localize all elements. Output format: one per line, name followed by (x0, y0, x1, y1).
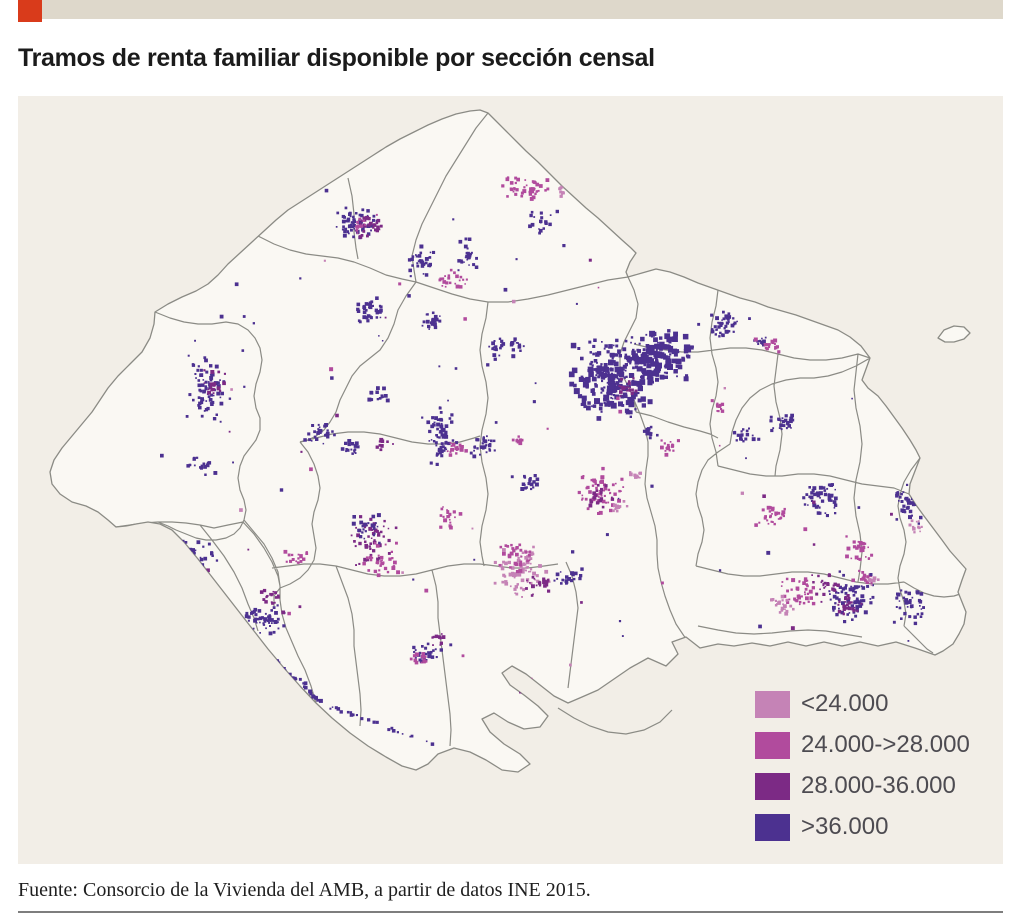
legend-swatch-pink (755, 690, 790, 718)
brand-accent-square (18, 0, 42, 22)
map-panel: <24.000 24.000->28.000 28.000-36.000 >36… (18, 96, 1003, 864)
page-title: Tramos de renta familiar disponible por … (18, 44, 655, 72)
map-legend: <24.000 24.000->28.000 28.000-36.000 >36… (755, 690, 970, 854)
legend-item: <24.000 (755, 690, 970, 718)
municipal-borders-north (257, 112, 629, 443)
amb-outer-boundary (49, 109, 967, 773)
source-note: Fuente: Consorcio de la Vivienda del AMB… (18, 879, 591, 901)
municipal-borders-east (619, 276, 964, 654)
offshore-islet (937, 325, 971, 343)
legend-label: >36.000 (801, 813, 889, 840)
bottom-divider (18, 911, 1003, 913)
amb-income-map (49, 109, 971, 773)
legend-swatch-purple (755, 772, 790, 800)
municipal-borders-west (115, 301, 579, 747)
brand-band (42, 0, 1003, 19)
legend-item: 24.000->28.000 (755, 731, 970, 759)
census-section-dots (101, 119, 936, 746)
legend-item: >36.000 (755, 813, 970, 841)
top-brand-bar (18, 0, 1003, 22)
legend-swatch-violet (755, 813, 790, 841)
legend-label: 28.000-36.000 (801, 772, 956, 799)
legend-swatch-magenta (755, 731, 790, 759)
legend-label: 24.000->28.000 (801, 731, 970, 758)
port-breakwater (557, 707, 673, 735)
legend-item: 28.000-36.000 (755, 772, 970, 800)
legend-label: <24.000 (801, 690, 889, 717)
